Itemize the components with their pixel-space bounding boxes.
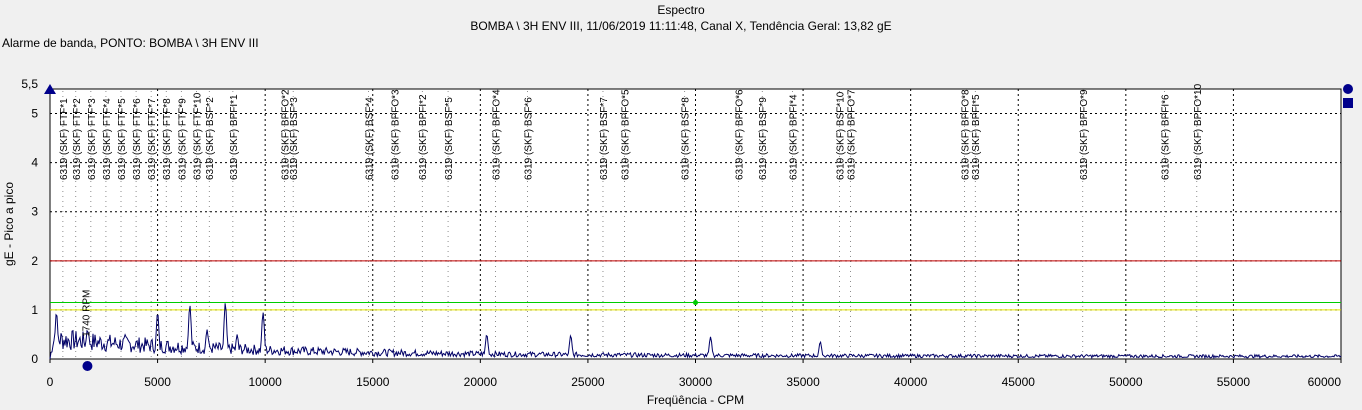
rpm-marker-label: 1740 RPM	[81, 290, 92, 337]
x-tick-label: 0	[47, 375, 54, 389]
fault-frequency-label: 6319 (SKF) BPFI*2	[418, 94, 429, 180]
y-tick-label: 5	[31, 107, 38, 121]
x-tick-label: 45000	[1002, 375, 1036, 389]
x-tick-label: 30000	[679, 375, 713, 389]
fault-frequency-label: 6319 (SKF) BPFO*4	[491, 89, 502, 180]
chart-title: Espectro	[657, 3, 705, 17]
x-tick-label: 35000	[786, 375, 820, 389]
fault-frequency-label: 6319 (SKF) FTF*9	[177, 98, 188, 180]
x-tick-label: 50000	[1109, 375, 1143, 389]
fault-frequency-label: 6319 (SKF) BSF*7	[599, 97, 610, 180]
fault-frequency-label: 6319 (SKF) BPFO*7	[846, 89, 857, 180]
band-alarm-label: Alarme de banda, PONTO: BOMBA \ 3H ENV I…	[2, 36, 259, 50]
fault-frequency-label: 6319 (SKF) BSF*10	[836, 91, 847, 180]
cursor-point[interactable]	[693, 300, 698, 306]
x-tick-label: 10000	[248, 375, 282, 389]
spectrum-series-line	[49, 303, 1342, 360]
fault-frequency-label: 6319 (SKF) BPFI*5	[971, 94, 982, 180]
x-tick-label: 5000	[144, 375, 171, 389]
y-tick-label: 4	[31, 156, 38, 170]
fault-frequency-label: 6319 (SKF) FTF*4	[102, 98, 113, 180]
fault-frequency-label: 6319 (SKF) FTF*3	[87, 98, 98, 180]
x-tick-label: 15000	[356, 375, 390, 389]
right-square-marker-icon[interactable]	[1343, 98, 1353, 108]
fault-frequency-label: 6319 (SKF) FTF*8	[162, 98, 173, 180]
fault-frequency-label: 6319 (SKF) BPFO*6	[735, 89, 746, 180]
y-max-label: 5,5	[21, 77, 38, 91]
fault-frequency-label: 6319 (SKF) BPFI*4	[788, 94, 799, 180]
x-axis-title: Freqüência - CPM	[647, 393, 744, 407]
fault-frequency-label: 6319 (SKF) FTF*5	[117, 98, 128, 180]
fault-frequency-label: 6319 (SKF) FTF*10	[192, 92, 203, 180]
fault-frequency-label: 6319 (SKF) BPFI*1	[229, 94, 240, 180]
fault-frequency-label: 6319 (SKF) BPFO*10	[1193, 83, 1204, 180]
fault-frequency-label: 6319 (SKF) FTF*2	[72, 98, 83, 180]
fault-frequency-label: 6319 (SKF) BPFO*5	[620, 89, 631, 180]
fault-frequency-label: 6319 (SKF) BSF*9	[758, 97, 769, 180]
y-tick-label: 2	[31, 254, 38, 268]
fault-frequency-label: 6319 (SKF) FTF*6	[132, 98, 143, 180]
y-axis-title: gE - Pico a pico	[2, 182, 16, 266]
fault-frequency-label: 6319 (SKF) BPFI*6	[1161, 94, 1172, 180]
fault-frequency-label: 6319 (SKF) BSF*4	[364, 97, 375, 180]
fault-frequency-label: 6319 (SKF) BPFO*2	[281, 89, 292, 180]
fault-frequency-label: 6319 (SKF) BPFO*9	[1079, 89, 1090, 180]
x-tick-label: 25000	[571, 375, 605, 389]
y-tick-label: 1	[31, 303, 38, 317]
y-scale-marker-icon[interactable]	[44, 84, 56, 94]
fault-frequency-label: 6319 (SKF) BSF*2	[205, 97, 216, 180]
fault-frequency-label: 6319 (SKF) BSF*6	[524, 97, 535, 180]
fault-frequency-label: 6319 (SKF) BSF*8	[681, 97, 692, 180]
fault-frequency-label: 6319 (SKF) BSF*5	[444, 97, 455, 180]
fault-frequency-label: 6319 (SKF) BPFO*8	[960, 89, 971, 180]
rpm-marker-dot[interactable]	[82, 361, 93, 371]
y-tick-label: 3	[31, 205, 38, 219]
fault-frequency-label: 6319 (SKF) FTF*1	[59, 98, 70, 180]
x-tick-label: 40000	[894, 375, 928, 389]
right-circle-marker-icon[interactable]	[1343, 84, 1353, 94]
chart-subtitle: BOMBA \ 3H ENV III, 11/06/2019 11:11:48,…	[470, 19, 892, 33]
fault-frequency-label: 6319 (SKF) FTF*7	[147, 98, 158, 180]
x-tick-label: 60000	[1308, 375, 1342, 389]
x-tick-label: 20000	[464, 375, 498, 389]
y-tick-label: 0	[31, 352, 38, 366]
fault-frequency-label: 6319 (SKF) BPFO*3	[390, 89, 401, 180]
x-tick-label: 55000	[1217, 375, 1251, 389]
fault-frequency-label: 6319 (SKF) BSF*3	[289, 97, 300, 180]
